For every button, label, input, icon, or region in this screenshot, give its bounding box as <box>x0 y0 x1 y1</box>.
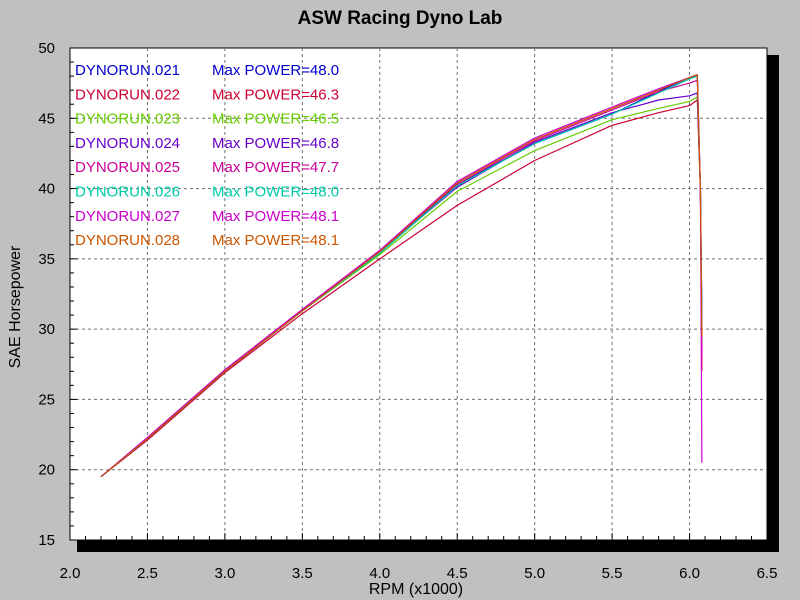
y-axis-label: SAE Horsepower <box>7 245 24 368</box>
x-tick-label: 5.0 <box>524 565 545 582</box>
legend-entry-name: DYNORUN.026 <box>75 184 180 201</box>
legend-entry-name: DYNORUN.027 <box>75 208 180 225</box>
axis-ticks: 2.0 2.5 3.0 3.5 4.0 4.5 5.0 5.5 6.0 6.5 15 20 25 30 35… <box>38 40 777 582</box>
chart-title: ASW Racing Dyno Lab <box>298 8 503 29</box>
legend-entry-name: DYNORUN.021 <box>75 62 180 79</box>
x-tick-label: 6.0 <box>679 565 700 582</box>
y-tick-label: 45 <box>38 110 55 127</box>
legend-entry-max-power: Max POWER=46.3 <box>212 86 339 103</box>
plot-area <box>69 47 768 541</box>
x-tick-label: 5.5 <box>602 565 623 582</box>
grid <box>70 48 767 540</box>
y-tick-label: 25 <box>38 391 55 408</box>
legend-entry-max-power: Max POWER=48.1 <box>212 208 339 225</box>
legend-entry-max-power: Max POWER=48.0 <box>212 62 339 79</box>
x-tick-label: 3.0 <box>214 565 235 582</box>
legend-entry-name: DYNORUN.023 <box>75 111 180 128</box>
x-tick-label: 4.5 <box>447 565 468 582</box>
x-tick-label: 4.0 <box>369 565 390 582</box>
x-axis-label: RPM (x1000) <box>369 581 463 598</box>
y-tick-label: 35 <box>38 251 55 268</box>
legend-entry-max-power: Max POWER=46.5 <box>212 111 339 128</box>
legend-entry-max-power: Max POWER=48.0 <box>212 184 339 201</box>
series-line-dynorun-028 <box>100 74 703 478</box>
y-tick-label: 15 <box>38 532 55 549</box>
legend-entry-max-power: Max POWER=48.1 <box>212 232 339 249</box>
legend-entry-name: DYNORUN.025 <box>75 159 180 176</box>
legend-entry-max-power: Max POWER=46.8 <box>212 135 339 152</box>
y-tick-label: 20 <box>38 462 55 479</box>
y-tick-label: 50 <box>38 40 55 57</box>
x-tick-label: 2.5 <box>137 565 158 582</box>
series-lines <box>100 74 703 478</box>
legend: DYNORUN.021 Max POWER=48.0 DYNORUN.022 Max … <box>75 62 339 249</box>
x-tick-label: 6.5 <box>757 565 778 582</box>
y-tick-label: 30 <box>38 321 55 338</box>
legend-entry-name: DYNORUN.022 <box>75 86 180 103</box>
y-tick-label: 40 <box>38 181 55 198</box>
legend-entry-name: DYNORUN.024 <box>75 135 180 152</box>
legend-entry-max-power: Max POWER=47.7 <box>212 159 339 176</box>
x-tick-label: 2.0 <box>60 565 81 582</box>
x-tick-label: 3.5 <box>292 565 313 582</box>
legend-entry-name: DYNORUN.028 <box>75 232 180 249</box>
